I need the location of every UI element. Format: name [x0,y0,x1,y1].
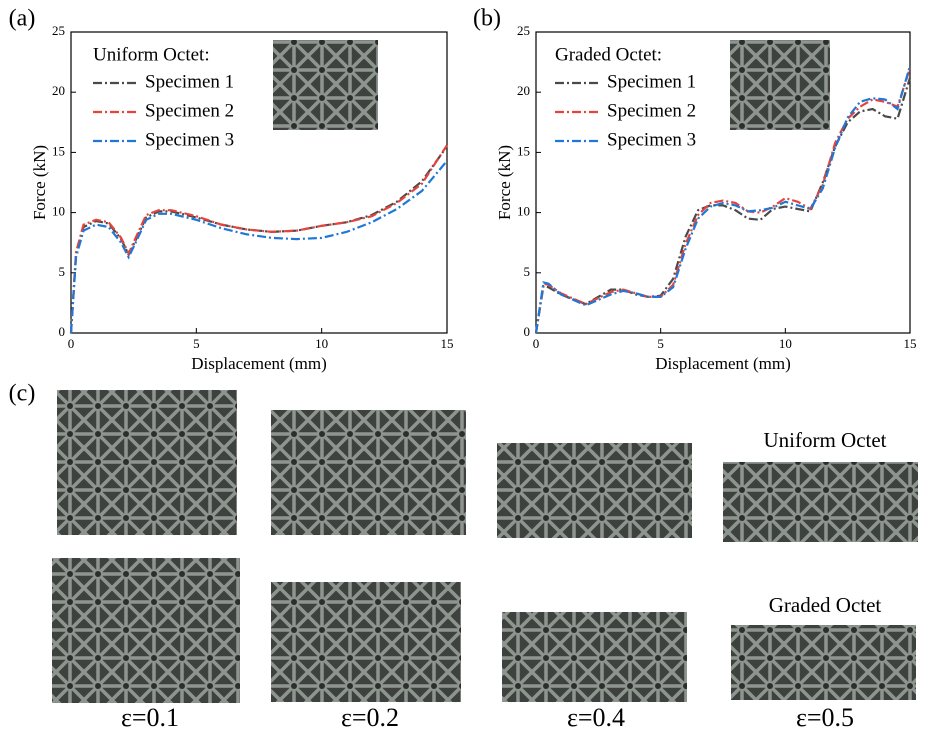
x-axis-label: Displacement (mm) [191,354,327,373]
photo [731,625,916,700]
legend-label: Specimen 3 [145,129,234,150]
y-tick-label: 0 [524,324,531,339]
panel-label: (b) [473,6,501,32]
y-tick-label: 5 [524,264,531,279]
strain-label: ε=0.4 [567,703,625,732]
data-line [69,145,448,334]
data-line [534,77,912,334]
photo [502,612,687,702]
panel-label: (c) [9,381,36,407]
x-tick-label: 15 [441,336,454,351]
photo [723,462,918,542]
y-tick-label: 15 [52,143,65,158]
strain-label: ε=0.2 [341,703,399,732]
legend-title: Uniform Octet: [93,44,210,65]
photo [271,582,461,702]
legend-title: Graded Octet: [555,44,662,65]
strain-label: ε=0.1 [121,703,179,732]
row-label: Graded Octet [769,593,882,617]
x-tick-label: 15 [904,336,917,351]
inset-photo [273,40,378,130]
photo-group [52,40,918,703]
x-tick-label: 10 [779,336,792,351]
photo [497,443,692,538]
x-tick-label: 0 [533,336,540,351]
x-tick-label: 5 [193,336,200,351]
legend-label: Specimen 3 [607,129,696,150]
legend-label: Specimen 1 [607,71,696,92]
y-tick-label: 5 [59,264,66,279]
data-line [69,160,448,334]
x-tick-label: 5 [657,336,664,351]
data-line [534,67,912,334]
y-tick-label: 10 [52,204,65,219]
plot-frame [535,31,911,334]
data-line [534,65,912,334]
y-tick-label: 20 [52,83,65,98]
y-tick-label: 0 [59,324,66,339]
plot-frame [70,31,448,334]
y-tick-label: 20 [517,83,530,98]
photo [57,390,237,535]
data-line [69,144,448,334]
photo [52,558,240,703]
row-label: Uniform Octet [763,428,886,452]
x-tick-label: 0 [68,336,75,351]
x-axis-label: Displacement (mm) [655,354,791,373]
y-tick-label: 25 [52,23,65,38]
y-tick-label: 25 [517,23,530,38]
x-tick-label: 10 [315,336,328,351]
panel-label: (a) [9,6,36,32]
inset-photo [730,40,830,130]
legend-label: Specimen 1 [145,71,234,92]
y-tick-label: 15 [517,143,530,158]
photo [271,410,466,535]
y-tick-label: 10 [517,204,530,219]
y-axis-label: Force (kN) [30,145,49,220]
legend-label: Specimen 2 [145,100,234,121]
y-axis-label: Force (kN) [495,145,514,220]
strain-label: ε=0.5 [796,703,854,732]
legend-label: Specimen 2 [607,100,696,121]
